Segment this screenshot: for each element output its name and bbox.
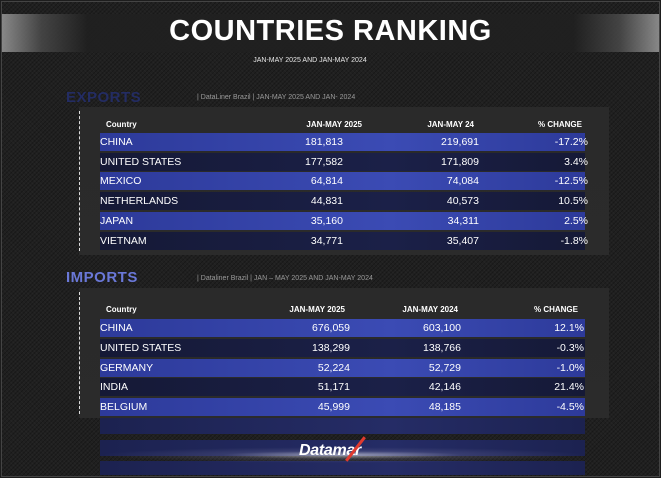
- logo-glow: [100, 447, 585, 463]
- value-2025-cell: 51,171: [317, 381, 350, 394]
- change-cell: -12.5%: [554, 175, 588, 188]
- value-2025-cell: 44,831: [310, 195, 343, 208]
- change-cell: 3.4%: [564, 155, 588, 168]
- table-row: GERMANY 52,224 52,729 -1.0%: [100, 358, 585, 377]
- value-2025-cell: 45,999: [317, 401, 350, 414]
- country-cell: VIETNAM: [100, 234, 147, 247]
- table-row: MEXICO 64,814 74,084 -12.5%: [100, 172, 588, 191]
- change-cell: -0.3%: [556, 341, 584, 354]
- title-band: [2, 14, 659, 52]
- table-row: CHINA 676,059 603,100 12.1%: [100, 319, 585, 337]
- value-2025-cell: 64,814: [310, 175, 343, 188]
- country-cell: CHINA: [100, 322, 133, 334]
- value-2024-cell: 48,185: [428, 401, 461, 414]
- imports-col-country: Country: [106, 304, 137, 314]
- datamar-logo: Datamar: [240, 436, 420, 466]
- change-cell: -1.8%: [560, 234, 588, 247]
- change-cell: 2.5%: [564, 214, 588, 227]
- imports-table: Country JAN-MAY 2025 JAN-MAY 2024 % CHAN…: [100, 302, 585, 420]
- country-cell: BELGIUM: [100, 401, 148, 414]
- country-cell: NETHERLANDS: [100, 195, 179, 208]
- value-2025-cell: 35,160: [310, 214, 343, 227]
- exports-divider: [79, 111, 80, 251]
- value-2025-cell: 676,059: [312, 322, 350, 334]
- imports-heading: IMPORTS: [66, 269, 138, 286]
- value-2025-cell: 52,224: [317, 361, 350, 374]
- table-row: JAPAN 35,160 34,311 2.5%: [100, 211, 588, 230]
- country-cell: JAPAN: [100, 214, 134, 227]
- country-cell: UNITED STATES: [100, 155, 182, 168]
- table-row: VIETNAM 34,771 35,407 -1.8%: [100, 231, 588, 250]
- change-cell: -17.2%: [554, 136, 588, 148]
- value-2024-cell: 35,407: [446, 234, 479, 247]
- value-2025-cell: 34,771: [310, 234, 343, 247]
- change-cell: 12.1%: [554, 322, 584, 334]
- exports-col-2024: JAN-MAY 24: [427, 119, 474, 129]
- country-cell: UNITED STATES: [100, 341, 182, 354]
- value-2024-cell: 34,311: [447, 214, 479, 227]
- imports-col-2024: JAN-MAY 2024: [402, 304, 458, 314]
- country-cell: CHINA: [100, 136, 133, 148]
- footer-stripe: [100, 418, 585, 434]
- exports-col-2025: JAN-MAY 2025: [306, 119, 362, 129]
- exports-header-row: Country JAN-MAY 2025 JAN-MAY 24 % CHANGE: [100, 117, 585, 131]
- value-2024-cell: 219,691: [441, 136, 479, 148]
- table-row: UNITED STATES 177,582 171,809 3.4%: [100, 152, 588, 171]
- value-2025-cell: 181,813: [305, 136, 343, 148]
- footer-stripe: [100, 461, 585, 475]
- value-2024-cell: 42,146: [428, 381, 461, 394]
- value-2024-cell: 52,729: [428, 361, 461, 374]
- page-title: COUNTRIES RANKING: [169, 15, 492, 47]
- exports-heading: EXPORTS: [66, 89, 142, 106]
- change-cell: -1.0%: [556, 361, 584, 374]
- value-2024-cell: 40,573: [446, 195, 479, 208]
- page-subtitle: JAN-MAY 2025 AND JAN-MAY 2024: [253, 57, 367, 64]
- table-row: UNITED STATES 138,299 138,766 -0.3%: [100, 338, 585, 357]
- value-2025-cell: 177,582: [305, 155, 343, 168]
- value-2025-cell: 138,299: [312, 341, 350, 354]
- imports-col-change: % CHANGE: [533, 304, 578, 314]
- logo-text: Datamar: [299, 442, 361, 459]
- imports-divider: [79, 292, 80, 414]
- country-cell: GERMANY: [100, 361, 154, 374]
- country-cell: MEXICO: [100, 175, 142, 188]
- table-row: BELGIUM 45,999 48,185 -4.5%: [100, 398, 585, 417]
- exports-source: | DataLiner Brazil | JAN-MAY 2025 AND JA…: [197, 94, 356, 101]
- change-cell: 10.5%: [558, 195, 588, 208]
- change-cell: 21.4%: [554, 381, 584, 394]
- table-row: CHINA 181,813 219,691 -17.2%: [100, 133, 588, 151]
- value-2024-cell: 74,084: [446, 175, 479, 188]
- exports-col-country: Country: [106, 119, 137, 129]
- table-row: NETHERLANDS 44,831 40,573 10.5%: [100, 192, 588, 211]
- exports-col-change: % CHANGE: [537, 119, 582, 129]
- value-2024-cell: 171,809: [441, 155, 479, 168]
- imports-header-row: Country JAN-MAY 2025 JAN-MAY 2024 % CHAN…: [100, 302, 585, 316]
- country-cell: INDIA: [100, 381, 129, 394]
- value-2024-cell: 603,100: [423, 322, 461, 334]
- change-cell: -4.5%: [556, 401, 584, 414]
- imports-col-2025: JAN-MAY 2025: [289, 304, 345, 314]
- table-row: INDIA 51,171 42,146 21.4%: [100, 378, 585, 397]
- exports-table: Country JAN-MAY 2025 JAN-MAY 24 % CHANGE…: [100, 117, 588, 251]
- imports-source: | Dataliner Brazil | JAN – MAY 2025 AND …: [197, 275, 373, 282]
- value-2024-cell: 138,766: [423, 341, 461, 354]
